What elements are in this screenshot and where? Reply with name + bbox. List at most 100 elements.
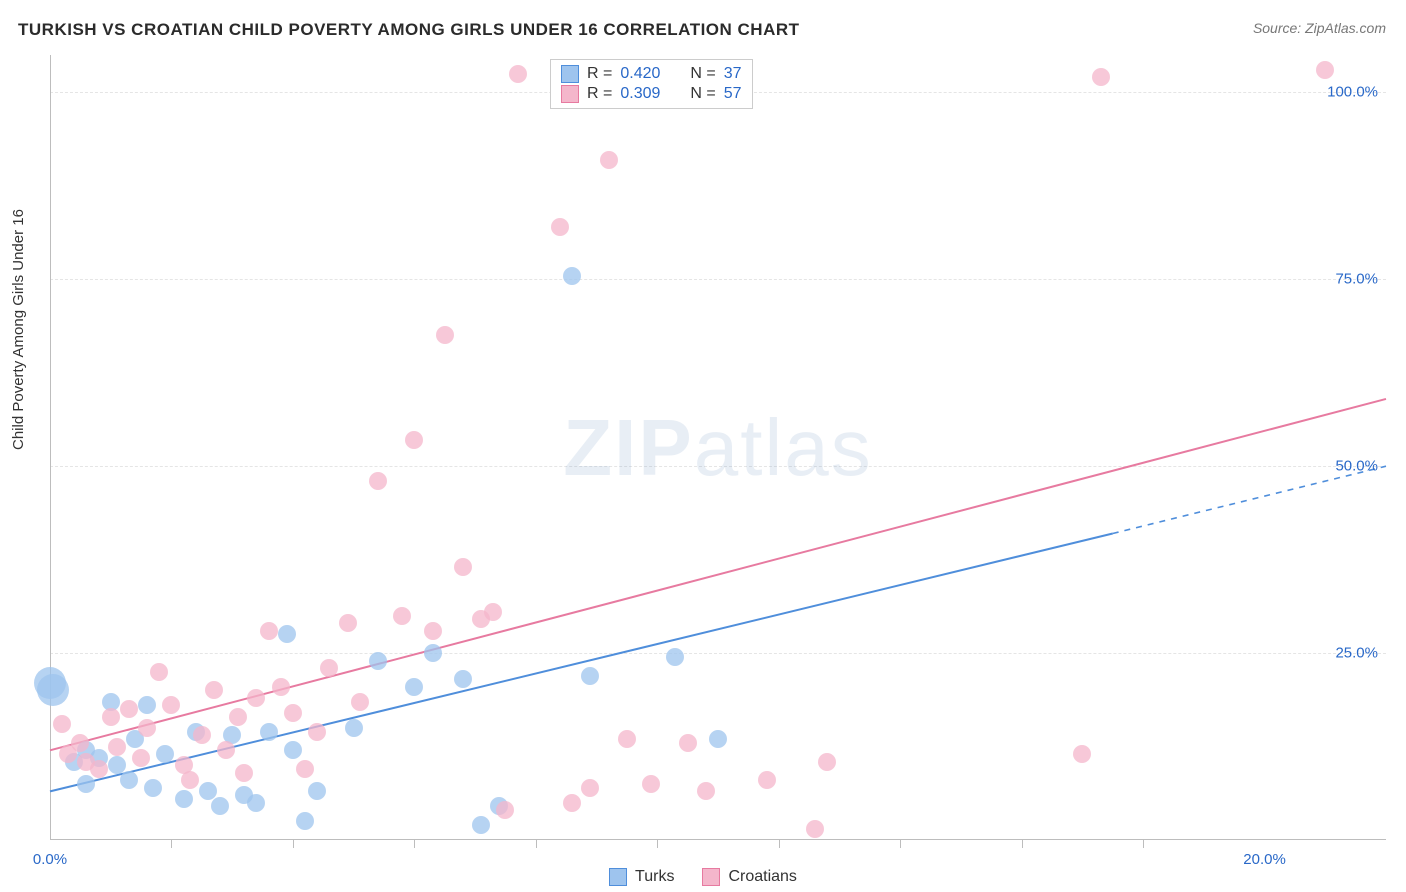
trend-lines-svg xyxy=(50,55,1386,840)
swatch-series-a xyxy=(561,65,579,83)
data-point xyxy=(642,775,660,793)
data-point xyxy=(284,704,302,722)
data-point xyxy=(162,696,180,714)
data-point xyxy=(71,734,89,752)
data-point xyxy=(175,790,193,808)
data-point xyxy=(509,65,527,83)
data-point xyxy=(818,753,836,771)
data-point xyxy=(217,741,235,759)
data-point xyxy=(181,771,199,789)
data-point xyxy=(424,622,442,640)
data-point xyxy=(1092,68,1110,86)
chart-title: TURKISH VS CROATIAN CHILD POVERTY AMONG … xyxy=(18,20,800,40)
data-point xyxy=(205,681,223,699)
data-point xyxy=(454,670,472,688)
y-axis-label: Child Poverty Among Girls Under 16 xyxy=(10,209,27,450)
data-point xyxy=(581,779,599,797)
data-point xyxy=(120,700,138,718)
data-point xyxy=(193,726,211,744)
x-tick-label: 20.0% xyxy=(1243,851,1286,868)
n-label: N = xyxy=(690,85,715,103)
data-point xyxy=(138,719,156,737)
x-tick-label: 0.0% xyxy=(33,851,67,868)
data-point xyxy=(53,715,71,733)
data-point xyxy=(454,558,472,576)
data-point xyxy=(563,794,581,812)
data-point xyxy=(496,801,514,819)
x-tick xyxy=(293,840,294,848)
x-tick xyxy=(900,840,901,848)
data-point xyxy=(709,730,727,748)
data-point xyxy=(339,614,357,632)
data-point xyxy=(308,782,326,800)
data-point xyxy=(600,151,618,169)
data-point xyxy=(296,812,314,830)
data-point xyxy=(156,745,174,763)
data-point xyxy=(666,648,684,666)
data-point xyxy=(247,689,265,707)
swatch-series-b xyxy=(561,85,579,103)
data-point xyxy=(405,678,423,696)
x-tick xyxy=(657,840,658,848)
data-point xyxy=(1316,61,1334,79)
data-point xyxy=(138,696,156,714)
x-tick xyxy=(1143,840,1144,848)
data-point xyxy=(77,775,95,793)
data-point xyxy=(102,708,120,726)
data-point xyxy=(229,708,247,726)
data-point xyxy=(272,678,290,696)
data-point xyxy=(806,820,824,838)
x-tick xyxy=(1022,840,1023,848)
data-point xyxy=(345,719,363,737)
data-point xyxy=(369,472,387,490)
data-point xyxy=(144,779,162,797)
data-point xyxy=(369,652,387,670)
trend-line xyxy=(50,533,1113,791)
data-point xyxy=(296,760,314,778)
n-value-a: 37 xyxy=(724,65,742,83)
stats-row-series-a: R = 0.420 N = 37 xyxy=(561,64,742,84)
data-point xyxy=(697,782,715,800)
legend-swatch-b xyxy=(702,868,720,886)
data-point xyxy=(260,723,278,741)
n-label: N = xyxy=(690,65,715,83)
legend-item-b: Croatians xyxy=(702,868,796,886)
data-point xyxy=(393,607,411,625)
source-attribution: Source: ZipAtlas.com xyxy=(1253,20,1386,36)
y-tick-label: 50.0% xyxy=(1335,458,1378,475)
legend-swatch-a xyxy=(609,868,627,886)
data-point xyxy=(472,816,490,834)
data-point xyxy=(351,693,369,711)
legend-item-a: Turks xyxy=(609,868,674,886)
plot-area: ZIPatlas R = 0.420 N = 37 R = 0.309 N = … xyxy=(50,55,1386,840)
data-point xyxy=(108,738,126,756)
x-tick xyxy=(171,840,172,848)
r-value-a: 0.420 xyxy=(620,65,660,83)
data-point xyxy=(150,663,168,681)
data-point xyxy=(235,764,253,782)
data-point xyxy=(618,730,636,748)
x-tick xyxy=(414,840,415,848)
data-point xyxy=(551,218,569,236)
data-point xyxy=(436,326,454,344)
n-value-b: 57 xyxy=(724,85,742,103)
data-point xyxy=(405,431,423,449)
data-point xyxy=(278,625,296,643)
data-point xyxy=(484,603,502,621)
data-point xyxy=(320,659,338,677)
data-point xyxy=(247,794,265,812)
data-point xyxy=(211,797,229,815)
y-tick-label: 75.0% xyxy=(1335,271,1378,288)
bottom-legend: Turks Croatians xyxy=(0,868,1406,886)
legend-label-a: Turks xyxy=(635,868,674,886)
data-point xyxy=(581,667,599,685)
stats-legend-box: R = 0.420 N = 37 R = 0.309 N = 57 xyxy=(550,59,753,109)
data-point xyxy=(1073,745,1091,763)
trend-line-extrapolated xyxy=(1113,466,1386,533)
data-point xyxy=(260,622,278,640)
legend-label-b: Croatians xyxy=(728,868,796,886)
data-point xyxy=(424,644,442,662)
data-point xyxy=(563,267,581,285)
stats-row-series-b: R = 0.309 N = 57 xyxy=(561,84,742,104)
y-tick-label: 25.0% xyxy=(1335,645,1378,662)
